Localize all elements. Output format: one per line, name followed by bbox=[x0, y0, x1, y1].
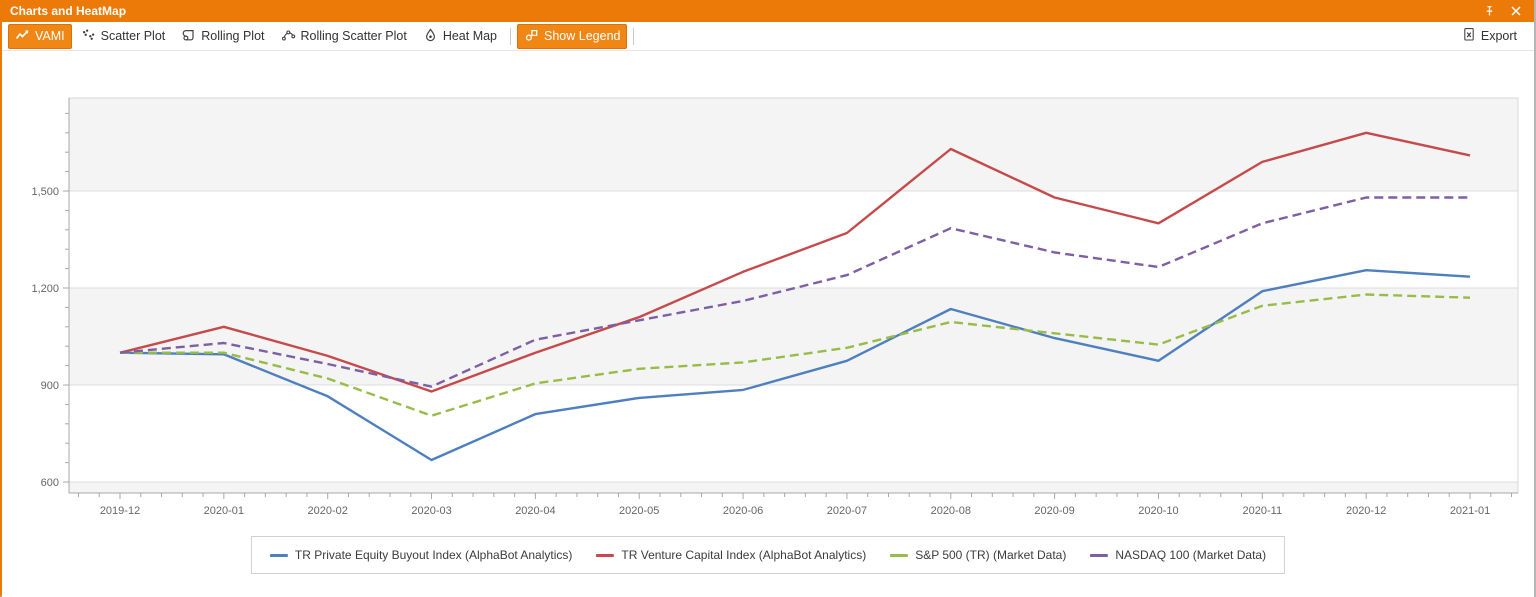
legend-item: TR Private Equity Buyout Index (AlphaBot… bbox=[269, 548, 573, 562]
svg-text:2020-10: 2020-10 bbox=[1138, 505, 1178, 517]
heat-map-label: Heat Map bbox=[442, 29, 498, 43]
legend-label: TR Private Equity Buyout Index (AlphaBot… bbox=[294, 548, 573, 562]
vami-button[interactable]: VAMI bbox=[8, 23, 72, 49]
heat-map-droplet-icon bbox=[423, 27, 438, 45]
vami-chart-area: 600 900 1,200 1,500 2019-12 2020-01 2020-02 202… bbox=[2, 51, 1534, 597]
svg-text:2020-03: 2020-03 bbox=[411, 505, 451, 517]
rolling-scatter-plot-label: Rolling Scatter Plot bbox=[300, 29, 407, 43]
svg-text:2020-05: 2020-05 bbox=[619, 505, 659, 517]
svg-text:2020-07: 2020-07 bbox=[827, 505, 867, 517]
close-icon[interactable] bbox=[1510, 5, 1522, 17]
svg-text:1,200: 1,200 bbox=[31, 283, 59, 295]
window-title-bar: Charts and HeatMap bbox=[2, 0, 1534, 22]
svg-text:2020-09: 2020-09 bbox=[1034, 505, 1074, 517]
window-title: Charts and HeatMap bbox=[10, 4, 127, 18]
show-legend-label: Show Legend bbox=[544, 29, 621, 43]
series-marker-green bbox=[890, 553, 909, 557]
rolling-scatter-plot-button[interactable]: Rolling Scatter Plot bbox=[274, 24, 414, 49]
vami-line-chart: 600 900 1,200 1,500 2019-12 2020-01 2020-02 202… bbox=[31, 97, 1519, 517]
legend-label: NASDAQ 100 (Market Data) bbox=[1115, 548, 1267, 562]
svg-text:2020-11: 2020-11 bbox=[1243, 505, 1283, 517]
svg-text:2020-12: 2020-12 bbox=[1346, 505, 1386, 517]
heat-map-button[interactable]: Heat Map bbox=[416, 24, 504, 49]
svg-text:2020-08: 2020-08 bbox=[931, 505, 971, 517]
svg-text:2021-01: 2021-01 bbox=[1450, 505, 1490, 517]
export-button[interactable]: Export bbox=[1455, 23, 1524, 49]
chart-legend: TR Private Equity Buyout Index (AlphaBot… bbox=[250, 536, 1286, 574]
legend-label: S&P 500 (TR) (Market Data) bbox=[915, 548, 1067, 562]
rolling-plot-button[interactable]: Rolling Plot bbox=[174, 24, 271, 49]
scatter-plot-label: Scatter Plot bbox=[100, 29, 166, 43]
svg-text:2020-01: 2020-01 bbox=[204, 505, 244, 517]
toolbar-separator bbox=[510, 27, 512, 45]
svg-text:1,500: 1,500 bbox=[31, 186, 59, 198]
rolling-plot-icon bbox=[181, 28, 196, 45]
rolling-scatter-icon bbox=[281, 28, 296, 45]
vami-label: VAMI bbox=[35, 29, 65, 43]
scatter-dots-icon bbox=[81, 28, 96, 45]
toolbar-separator bbox=[633, 27, 635, 45]
svg-text:2020-06: 2020-06 bbox=[723, 505, 763, 517]
show-legend-button[interactable]: Show Legend bbox=[517, 23, 628, 49]
trend-line-icon bbox=[15, 28, 30, 45]
series-marker-red bbox=[596, 553, 615, 557]
svg-text:2020-02: 2020-02 bbox=[308, 505, 348, 517]
legend-shapes-icon bbox=[524, 28, 539, 45]
series-marker-purple bbox=[1090, 553, 1109, 557]
export-label: Export bbox=[1480, 29, 1517, 43]
legend-item: TR Venture Capital Index (AlphaBot Analy… bbox=[596, 548, 866, 562]
svg-text:2020-04: 2020-04 bbox=[515, 505, 555, 517]
scatter-plot-button[interactable]: Scatter Plot bbox=[74, 24, 173, 49]
svg-text:2019-12: 2019-12 bbox=[100, 505, 140, 517]
legend-item: NASDAQ 100 (Market Data) bbox=[1090, 548, 1266, 562]
rolling-plot-label: Rolling Plot bbox=[201, 29, 265, 43]
pin-icon[interactable] bbox=[1483, 5, 1496, 18]
legend-label: TR Venture Capital Index (AlphaBot Analy… bbox=[621, 548, 867, 562]
legend-item: S&P 500 (TR) (Market Data) bbox=[890, 548, 1066, 562]
export-xls-icon bbox=[1462, 27, 1476, 45]
chart-toolbar: VAMI Scatter Plot Rolling Plot Rolling S… bbox=[2, 22, 1534, 51]
series-marker-blue bbox=[269, 553, 288, 557]
svg-text:900: 900 bbox=[41, 380, 59, 392]
svg-text:600: 600 bbox=[41, 477, 59, 489]
